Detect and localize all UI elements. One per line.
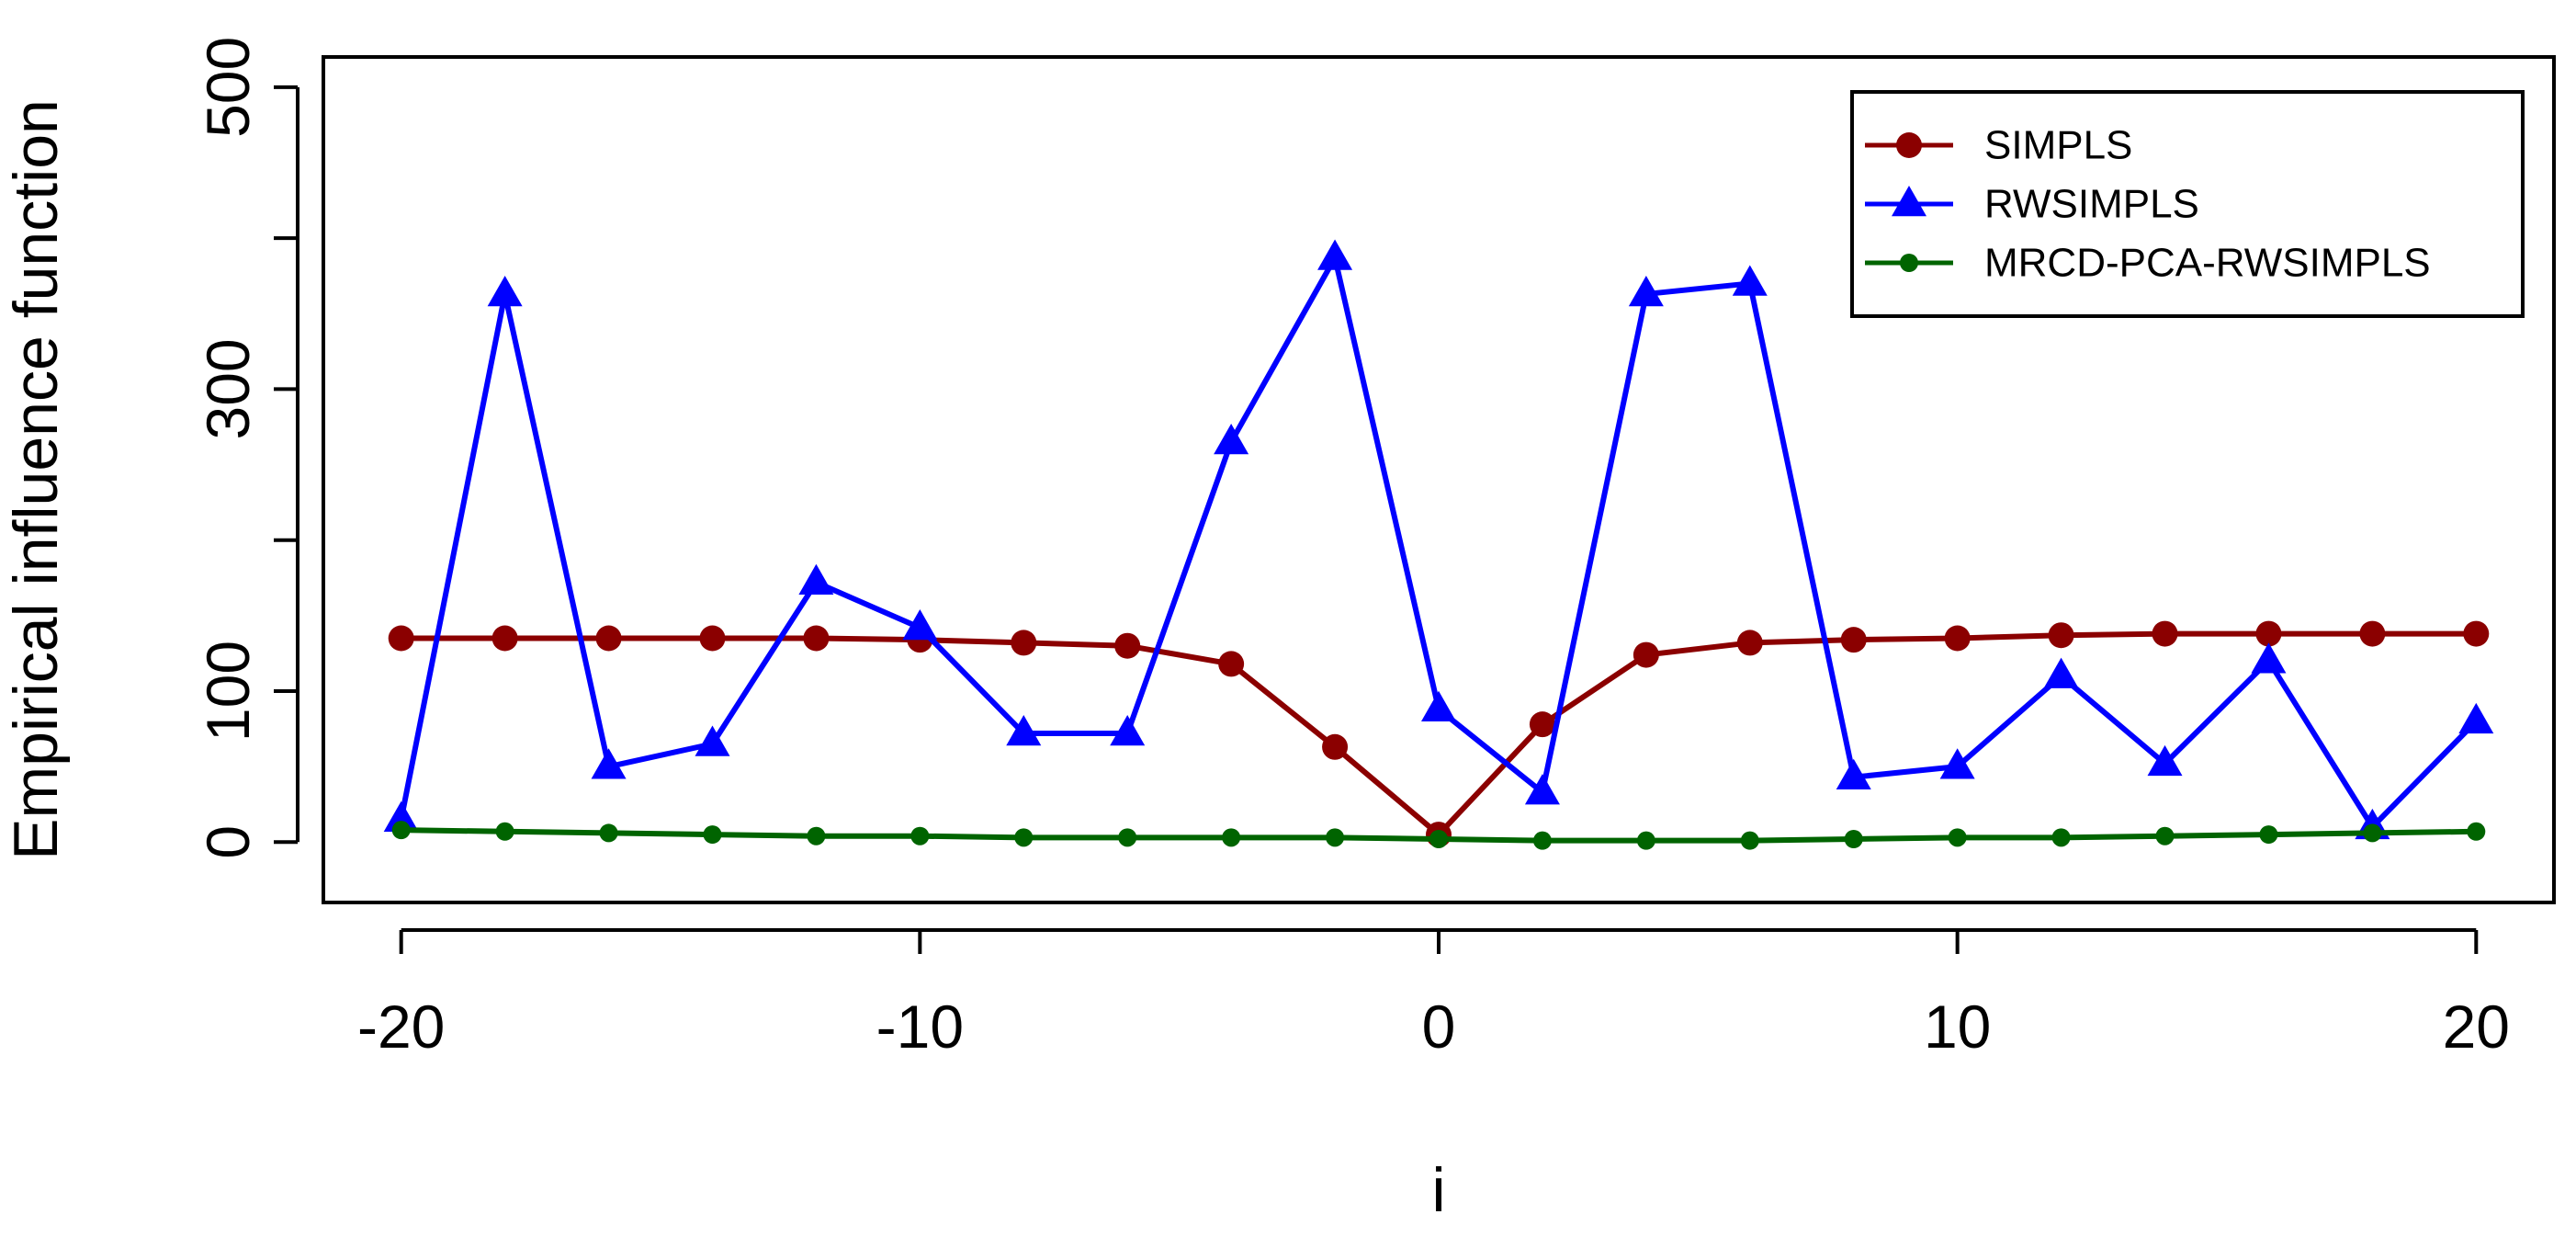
data-point-simpls (2359, 620, 2386, 647)
legend-item-mrcd-pca-rwsimpls: MRCD-PCA-RWSIMPLS (1865, 241, 2431, 286)
data-point-rwsimpls (1524, 774, 1560, 805)
x-tick-label: 10 (1924, 993, 1991, 1061)
data-point-simpls (595, 625, 622, 652)
data-point-simpls (803, 625, 830, 652)
x-tick-label: -20 (357, 993, 445, 1061)
y-axis: 0 100 300 500 (194, 37, 299, 859)
data-point-mrcd-pca-rwsimpls (1636, 831, 1655, 850)
data-point-simpls (699, 625, 726, 652)
data-point-mrcd-pca-rwsimpls (2155, 826, 2175, 845)
legend: SIMPLS RWSIMPLS MRCD-PCA-RWSIMPLS (1850, 90, 2525, 318)
data-point-rwsimpls (1006, 715, 1042, 746)
data-point-simpls (1011, 630, 1037, 656)
legend-item-simpls: SIMPLS (1865, 123, 2132, 168)
data-point-rwsimpls (1939, 748, 1975, 779)
x-tick-label: 20 (2443, 993, 2510, 1061)
legend-label: RWSIMPLS (1984, 182, 2199, 227)
series-rwsimpls (383, 239, 2494, 840)
data-point-rwsimpls (902, 609, 938, 641)
data-point-simpls (2152, 620, 2178, 647)
data-point-rwsimpls (1732, 265, 1768, 296)
data-point-rwsimpls (1628, 275, 1664, 307)
y-tick-label: 300 (194, 338, 262, 439)
x-axis-label: i (1431, 1155, 1445, 1225)
data-point-rwsimpls (2251, 642, 2287, 674)
legend-marker (1896, 132, 1922, 158)
data-point-simpls (491, 625, 518, 652)
data-point-rwsimpls (1317, 239, 1353, 270)
legend-label: MRCD-PCA-RWSIMPLS (1984, 241, 2431, 286)
x-axis: -20 -10 0 10 20 (357, 928, 2510, 1061)
data-point-simpls (1633, 641, 1659, 668)
data-point-mrcd-pca-rwsimpls (1429, 830, 1448, 848)
data-point-simpls (1114, 632, 1141, 659)
data-point-mrcd-pca-rwsimpls (2467, 822, 2486, 841)
series-layer (383, 239, 2494, 850)
data-point-rwsimpls (1836, 758, 1871, 789)
data-point-rwsimpls (798, 563, 834, 596)
data-point-simpls (2463, 620, 2490, 647)
data-point-mrcd-pca-rwsimpls (1014, 828, 1034, 847)
data-point-mrcd-pca-rwsimpls (1118, 828, 1137, 847)
data-point-rwsimpls (2458, 702, 2494, 734)
legend-marker (1892, 186, 1926, 217)
data-point-rwsimpls (1214, 423, 1249, 455)
y-tick-label: 100 (194, 641, 262, 742)
data-point-mrcd-pca-rwsimpls (1844, 830, 1863, 848)
data-point-mrcd-pca-rwsimpls (2363, 823, 2382, 843)
legend-items: SIMPLS RWSIMPLS MRCD-PCA-RWSIMPLS (1865, 123, 2431, 286)
series-mrcd-pca-rwsimpls (391, 821, 2486, 850)
data-point-rwsimpls (1421, 690, 1456, 722)
data-point-simpls (1322, 733, 1349, 760)
data-point-mrcd-pca-rwsimpls (1532, 831, 1552, 850)
data-point-mrcd-pca-rwsimpls (2051, 828, 2071, 847)
data-point-simpls (388, 625, 414, 652)
data-point-simpls (1736, 630, 1763, 656)
data-point-rwsimpls (591, 748, 627, 779)
data-point-simpls (2048, 622, 2074, 649)
data-point-mrcd-pca-rwsimpls (1222, 828, 1241, 847)
data-point-rwsimpls (1110, 715, 1146, 746)
data-point-mrcd-pca-rwsimpls (1948, 828, 1967, 847)
y-tick-label: 0 (194, 825, 262, 859)
data-point-mrcd-pca-rwsimpls (703, 825, 722, 845)
data-point-rwsimpls (695, 725, 730, 756)
data-point-simpls (1218, 651, 1245, 677)
data-point-simpls (1840, 627, 1867, 653)
y-axis-label: Empirical influence function (1, 99, 71, 860)
data-point-mrcd-pca-rwsimpls (391, 821, 411, 840)
data-point-simpls (1944, 625, 1971, 652)
data-point-mrcd-pca-rwsimpls (599, 823, 618, 843)
data-point-mrcd-pca-rwsimpls (807, 826, 826, 845)
data-point-simpls (1529, 711, 1555, 738)
plot-frame (322, 55, 2556, 904)
data-point-rwsimpls (2043, 657, 2079, 688)
data-point-mrcd-pca-rwsimpls (495, 822, 514, 841)
data-point-rwsimpls (2147, 744, 2183, 777)
data-point-simpls (2255, 620, 2282, 647)
data-point-mrcd-pca-rwsimpls (910, 826, 930, 845)
data-point-mrcd-pca-rwsimpls (2259, 825, 2278, 845)
x-tick-label: -10 (876, 993, 964, 1061)
series-simpls (388, 620, 2490, 848)
data-point-mrcd-pca-rwsimpls (1326, 828, 1345, 847)
x-tick-label: 0 (1422, 993, 1456, 1061)
legend-marker (1900, 254, 1918, 272)
legend-item-rwsimpls: RWSIMPLS (1865, 182, 2199, 227)
data-point-mrcd-pca-rwsimpls (1740, 831, 1759, 850)
legend-box (1850, 90, 2525, 318)
data-point-rwsimpls (487, 275, 523, 307)
data-point-rwsimpls (383, 800, 419, 832)
y-tick-label: 500 (194, 37, 262, 138)
legend-label: SIMPLS (1984, 123, 2132, 168)
